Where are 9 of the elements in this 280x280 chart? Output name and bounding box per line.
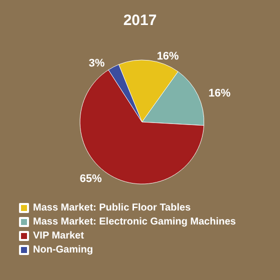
data-label: 16% <box>156 50 180 62</box>
legend-label: Mass Market: Public Floor Tables <box>33 202 192 214</box>
data-label: 65% <box>80 173 102 186</box>
legend-label: Non-Gaming <box>33 244 93 256</box>
legend-label: Mass Market: Electronic Gaming Machines <box>33 216 236 228</box>
data-label: 3% <box>88 57 105 70</box>
chart-title: 2017 <box>123 12 157 29</box>
legend-label: VIP Market <box>33 230 85 242</box>
data-label: 16% <box>208 87 231 100</box>
